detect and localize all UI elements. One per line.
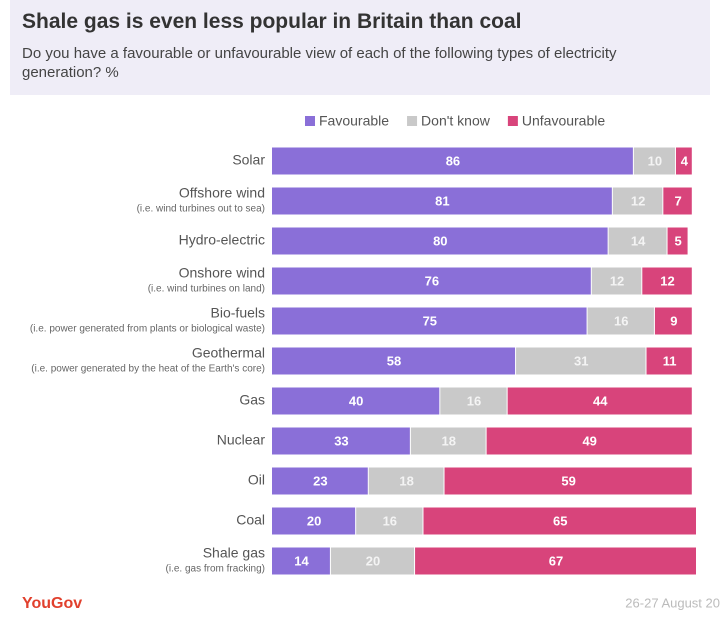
value-label: 9: [670, 313, 677, 328]
category-note: (i.e. wind turbines out to sea): [137, 204, 265, 215]
value-label: 80: [433, 233, 447, 248]
y-tick-label: Nuclear: [217, 432, 266, 448]
y-tick-label: Geothermal: [192, 345, 265, 361]
bar-segment: [486, 427, 692, 455]
y-tick-label: Hydro-electric: [179, 232, 265, 248]
value-label: 5: [674, 233, 681, 248]
value-label: 76: [425, 273, 439, 288]
bar-segment: [654, 307, 692, 335]
bar-segment: [591, 267, 642, 295]
bar-segment: [633, 147, 675, 175]
bar-segment: [272, 467, 368, 495]
bar-segment: [272, 267, 591, 295]
bar-segment: [272, 227, 608, 255]
category-note: (i.e. power generated by the heat of the…: [31, 364, 265, 375]
bar-segment: [507, 387, 692, 415]
bar-segment: [272, 147, 633, 175]
bar-segment: [356, 507, 423, 535]
value-label: 20: [366, 553, 380, 568]
bar-segment: [444, 467, 692, 495]
value-label: 12: [610, 273, 624, 288]
value-label: 23: [313, 473, 327, 488]
header: Shale gas is even less popular in Britai…: [10, 0, 710, 95]
bar-segment: [587, 307, 654, 335]
bar-segment: [612, 187, 663, 215]
bar-segment: [608, 227, 667, 255]
category-note: (i.e. wind turbines on land): [148, 284, 265, 295]
category-note: (i.e. gas from fracking): [166, 564, 265, 575]
value-label: 81: [435, 193, 449, 208]
bar-segment: [368, 467, 444, 495]
value-label: 40: [349, 393, 363, 408]
value-label: 20: [307, 513, 321, 528]
bar-segment: [272, 187, 612, 215]
bar-segment: [675, 147, 692, 175]
y-tick-label: Gas: [239, 392, 265, 408]
value-label: 4: [681, 153, 689, 168]
bar-segment: [330, 547, 415, 575]
brand: YouGov: [22, 595, 82, 612]
legend-label: Favourable: [319, 113, 389, 129]
value-label: 58: [387, 353, 401, 368]
y-tick-label: Oil: [248, 472, 265, 488]
legend-swatch: [507, 116, 518, 126]
bar-segment: [423, 507, 696, 535]
y-tick-label: Bio-fuels: [211, 305, 265, 321]
bar-segment: [646, 347, 692, 375]
bar-segment: [272, 387, 440, 415]
bar-segment: [272, 307, 587, 335]
y-tick-label: Coal: [236, 512, 265, 528]
value-label: 14: [631, 233, 646, 248]
value-label: 16: [383, 513, 397, 528]
value-label: 67: [549, 553, 563, 568]
legend-swatch: [407, 116, 418, 126]
value-label: 44: [593, 393, 608, 408]
value-label: 12: [660, 273, 674, 288]
value-label: 49: [582, 433, 596, 448]
legend-label: Don't know: [421, 113, 491, 129]
legend-swatch: [305, 116, 315, 126]
bar-segment: [410, 427, 486, 455]
value-label: 10: [648, 153, 662, 168]
value-label: 16: [467, 393, 481, 408]
value-label: 7: [674, 193, 681, 208]
legend-label: Unfavourable: [522, 113, 605, 129]
chart-title: Shale gas is even less popular in Britai…: [22, 10, 522, 33]
bar-segment: [667, 227, 688, 255]
bar-segment: [272, 347, 516, 375]
value-label: 31: [574, 353, 588, 368]
bar-segment: [272, 547, 330, 575]
bar-segment: [415, 547, 696, 575]
value-label: 75: [423, 313, 437, 328]
value-label: 14: [294, 553, 309, 568]
y-tick-label: Shale gas: [203, 545, 265, 561]
bar-segment: [516, 347, 646, 375]
bar-segment: [272, 507, 356, 535]
chart-subtitle: Do you have a favourable or unfavourable…: [22, 45, 617, 81]
bar-segment: [272, 427, 410, 455]
value-label: 18: [441, 433, 455, 448]
bar-segment: [440, 387, 507, 415]
value-label: 16: [614, 313, 628, 328]
y-tick-label: Offshore wind: [179, 185, 265, 201]
value-label: 11: [663, 353, 677, 368]
date: 26-27 August 20: [625, 595, 720, 610]
value-label: 65: [553, 513, 567, 528]
y-tick-label: Solar: [232, 152, 265, 168]
value-label: 86: [446, 153, 460, 168]
category-note: (i.e. power generated from plants or bio…: [30, 324, 265, 335]
y-tick-label: Onshore wind: [179, 265, 265, 281]
value-label: 33: [334, 433, 348, 448]
value-label: 59: [561, 473, 575, 488]
bar-segment: [663, 187, 692, 215]
value-label: 12: [631, 193, 645, 208]
value-label: 18: [399, 473, 413, 488]
bar-segment: [642, 267, 692, 295]
